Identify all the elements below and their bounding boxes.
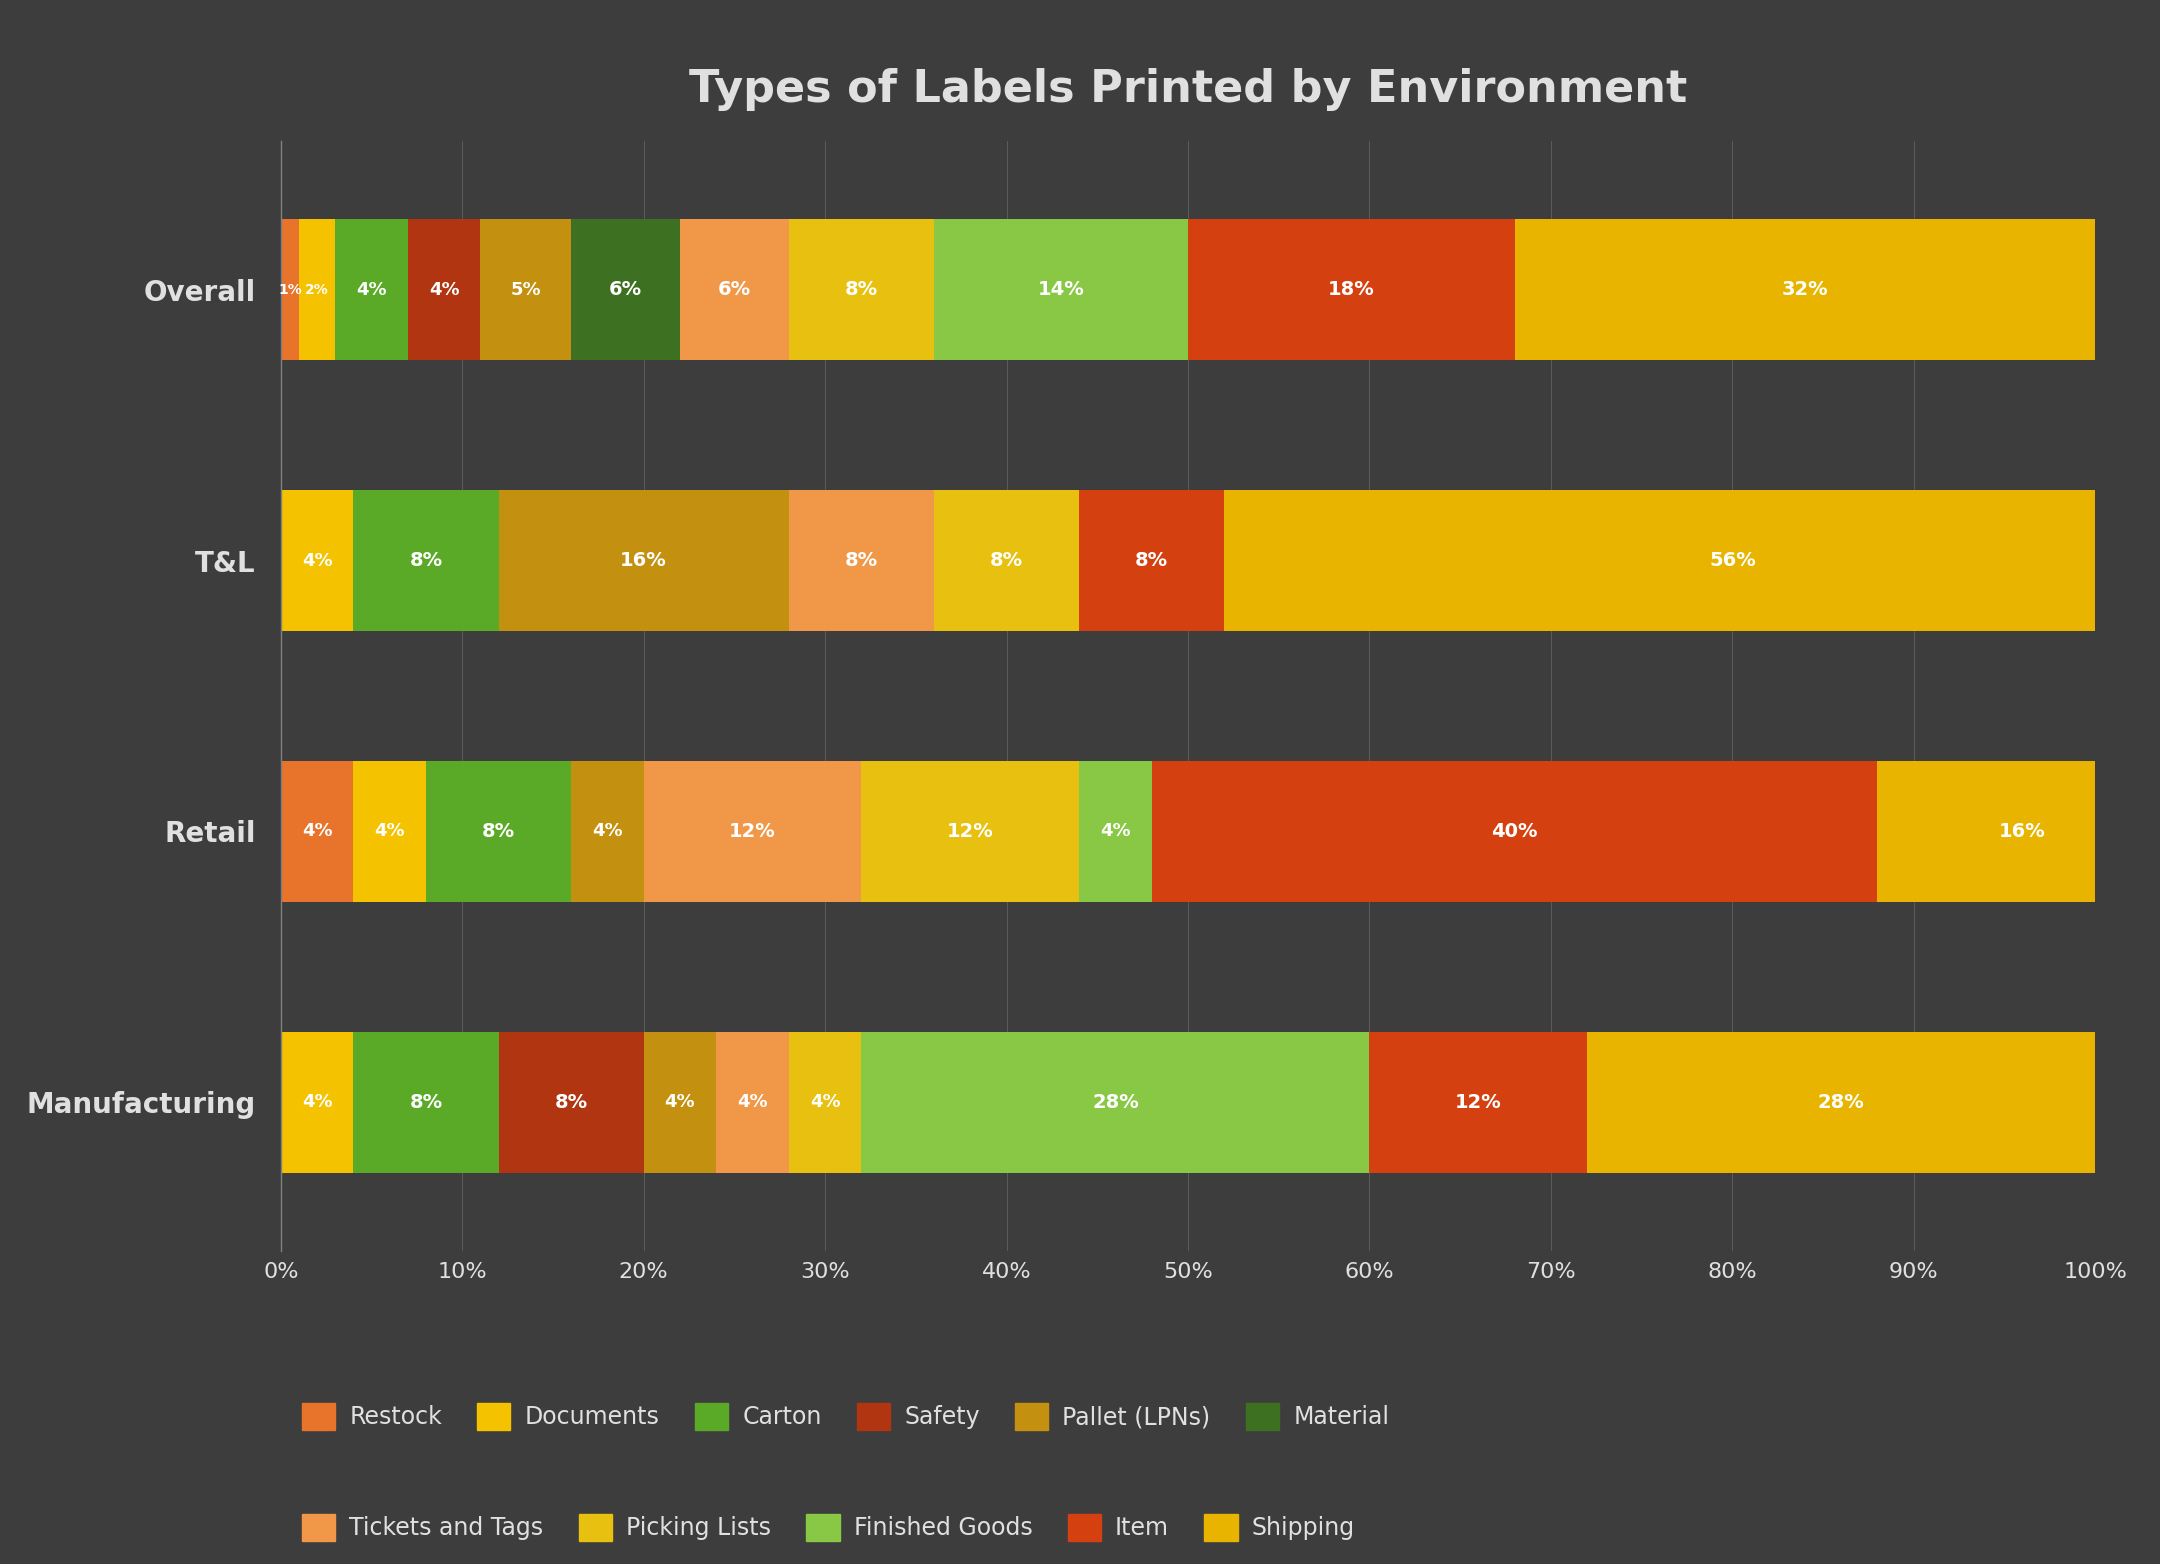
Text: 8%: 8% xyxy=(410,551,443,569)
Bar xyxy=(281,219,298,360)
Bar xyxy=(281,1032,354,1173)
Bar xyxy=(499,1032,644,1173)
Bar xyxy=(933,490,1080,630)
Text: 12%: 12% xyxy=(1456,1093,1501,1112)
Text: 4%: 4% xyxy=(430,280,460,299)
Bar xyxy=(570,762,644,902)
Text: 8%: 8% xyxy=(989,551,1024,569)
Text: 4%: 4% xyxy=(302,1093,333,1112)
Text: 4%: 4% xyxy=(665,1093,696,1112)
Text: 16%: 16% xyxy=(620,551,667,569)
Text: 8%: 8% xyxy=(410,1093,443,1112)
Text: 2%: 2% xyxy=(305,283,328,297)
Bar xyxy=(788,219,933,360)
Text: 56%: 56% xyxy=(1709,551,1756,569)
Text: 8%: 8% xyxy=(482,823,514,841)
Text: 4%: 4% xyxy=(592,823,622,840)
Legend: Tickets and Tags, Picking Lists, Finished Goods, Item, Shipping: Tickets and Tags, Picking Lists, Finishe… xyxy=(292,1505,1365,1550)
Text: 6%: 6% xyxy=(609,280,642,299)
Bar xyxy=(717,1032,788,1173)
Text: 8%: 8% xyxy=(555,1093,588,1112)
Bar xyxy=(408,219,480,360)
Title: Types of Labels Printed by Environment: Types of Labels Printed by Environment xyxy=(689,67,1687,111)
Bar xyxy=(281,762,354,902)
Text: 32%: 32% xyxy=(1782,280,1827,299)
Bar xyxy=(1080,762,1151,902)
Bar xyxy=(862,1032,1369,1173)
Bar xyxy=(1369,1032,1588,1173)
Bar xyxy=(644,762,862,902)
Text: 40%: 40% xyxy=(1490,823,1538,841)
Bar xyxy=(426,762,570,902)
Text: 8%: 8% xyxy=(845,551,877,569)
Bar xyxy=(1225,490,2160,630)
Text: 18%: 18% xyxy=(1328,280,1374,299)
Bar xyxy=(644,1032,717,1173)
Bar xyxy=(862,762,1080,902)
Bar xyxy=(680,219,788,360)
Bar xyxy=(499,490,788,630)
Text: 5%: 5% xyxy=(510,280,540,299)
Text: 4%: 4% xyxy=(374,823,404,840)
Text: 8%: 8% xyxy=(845,280,877,299)
Bar xyxy=(335,219,408,360)
Text: 28%: 28% xyxy=(1819,1093,1864,1112)
Bar xyxy=(354,762,426,902)
Bar xyxy=(570,219,680,360)
Bar xyxy=(1151,762,1877,902)
Bar xyxy=(1514,219,2095,360)
Text: 4%: 4% xyxy=(1099,823,1130,840)
Bar xyxy=(354,1032,499,1173)
Bar xyxy=(1588,1032,2095,1173)
Text: 4%: 4% xyxy=(737,1093,767,1112)
Text: 12%: 12% xyxy=(730,823,775,841)
Text: 1%: 1% xyxy=(279,283,302,297)
Bar xyxy=(788,1032,862,1173)
Bar xyxy=(298,219,335,360)
Text: 12%: 12% xyxy=(946,823,994,841)
Bar xyxy=(354,490,499,630)
Bar xyxy=(1877,762,2160,902)
Bar xyxy=(1080,490,1225,630)
Text: 4%: 4% xyxy=(302,552,333,569)
Text: 14%: 14% xyxy=(1037,280,1084,299)
Text: 16%: 16% xyxy=(2000,823,2046,841)
Text: 4%: 4% xyxy=(302,823,333,840)
Text: 6%: 6% xyxy=(717,280,752,299)
Text: 4%: 4% xyxy=(810,1093,840,1112)
Text: 28%: 28% xyxy=(1093,1093,1138,1112)
Bar xyxy=(480,219,570,360)
Text: 4%: 4% xyxy=(356,280,387,299)
Bar xyxy=(788,490,933,630)
Bar xyxy=(933,219,1188,360)
Text: 8%: 8% xyxy=(1136,551,1169,569)
Bar xyxy=(1188,219,1514,360)
Bar xyxy=(281,490,354,630)
